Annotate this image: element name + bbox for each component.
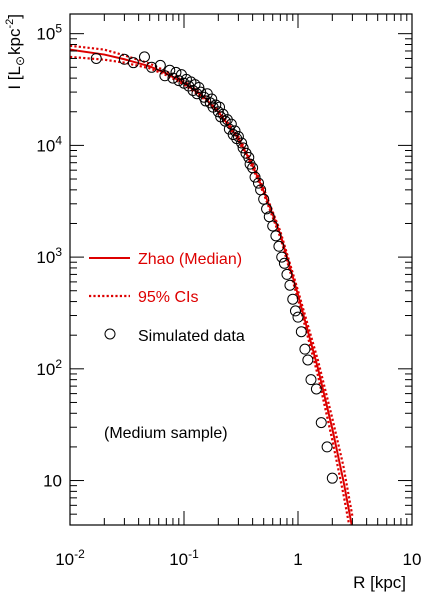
data-point xyxy=(299,343,311,355)
x-tick-label: 10-2 xyxy=(55,547,85,569)
legend-label-median: Zhao (Median) xyxy=(138,251,242,268)
data-point xyxy=(267,220,279,232)
data-point xyxy=(276,251,288,263)
plot-frame xyxy=(69,13,413,526)
y-label-lead: I [L xyxy=(5,66,24,90)
data-point xyxy=(281,268,293,280)
y-tick-label: 10 xyxy=(43,472,62,491)
data-point xyxy=(287,293,299,305)
data-point xyxy=(249,171,261,183)
data-point xyxy=(225,118,237,130)
data-point xyxy=(164,64,176,76)
data-point xyxy=(310,383,322,395)
legend-swatch-data xyxy=(104,328,116,340)
data-layer xyxy=(70,44,354,525)
data-point xyxy=(90,52,102,64)
data-point xyxy=(270,230,282,242)
sample-annotation: (Medium sample) xyxy=(104,425,228,442)
data-point xyxy=(284,279,296,291)
y-tick-label: 102 xyxy=(36,357,62,379)
data-point xyxy=(302,354,314,366)
ticks-layer xyxy=(69,14,413,526)
y-axis-label: I [L⊙kpc-2] xyxy=(4,14,27,90)
data-point xyxy=(243,151,255,163)
median-line xyxy=(70,48,353,525)
data-point xyxy=(321,441,333,453)
data-point xyxy=(127,57,139,69)
data-point xyxy=(187,85,199,96)
data-point xyxy=(138,51,150,63)
legend-label-ci: 95% CIs xyxy=(138,289,198,306)
data-point xyxy=(193,81,205,93)
x-tick-label: 10-1 xyxy=(169,547,199,569)
y-label-close: ] xyxy=(5,14,24,19)
y-label-exp: -2 xyxy=(4,19,16,29)
data-point xyxy=(273,240,285,252)
data-point xyxy=(289,305,301,317)
data-point xyxy=(154,59,166,71)
data-point xyxy=(315,417,327,429)
data-point xyxy=(232,131,244,143)
x-axis-label: R [kpc] xyxy=(353,573,406,592)
y-tick-label: 103 xyxy=(36,245,62,267)
data-point xyxy=(173,75,185,87)
y-tick-label: 104 xyxy=(36,133,62,155)
data-point xyxy=(237,142,249,154)
data-point xyxy=(236,137,248,149)
data-point xyxy=(261,203,273,215)
data-point xyxy=(292,311,304,323)
y-tick-label: 105 xyxy=(36,22,62,44)
x-tick-label: 1 xyxy=(293,550,302,569)
tick-labels: 10-2 10-1 1 10 10 102 103 104 105 xyxy=(36,22,421,569)
data-point xyxy=(229,125,241,137)
legend: Zhao (Median) 95% CIs Simulated data xyxy=(89,251,245,345)
data-point xyxy=(258,193,270,205)
y-label-sun: ⊙ xyxy=(13,56,27,66)
legend-label-data: Simulated data xyxy=(138,328,245,345)
data-point xyxy=(244,158,256,170)
data-point xyxy=(223,123,235,135)
data-point xyxy=(278,257,290,269)
data-point xyxy=(252,177,264,189)
x-tick-label: 10 xyxy=(403,550,422,569)
ci-line-1 xyxy=(70,44,354,517)
data-point xyxy=(326,472,338,484)
data-point xyxy=(295,326,307,338)
data-point xyxy=(206,93,218,105)
y-label-unit: kpc xyxy=(5,28,24,55)
data-point xyxy=(305,374,317,386)
data-point xyxy=(170,66,182,78)
data-point xyxy=(146,61,158,73)
ci-line-2 xyxy=(70,55,351,525)
